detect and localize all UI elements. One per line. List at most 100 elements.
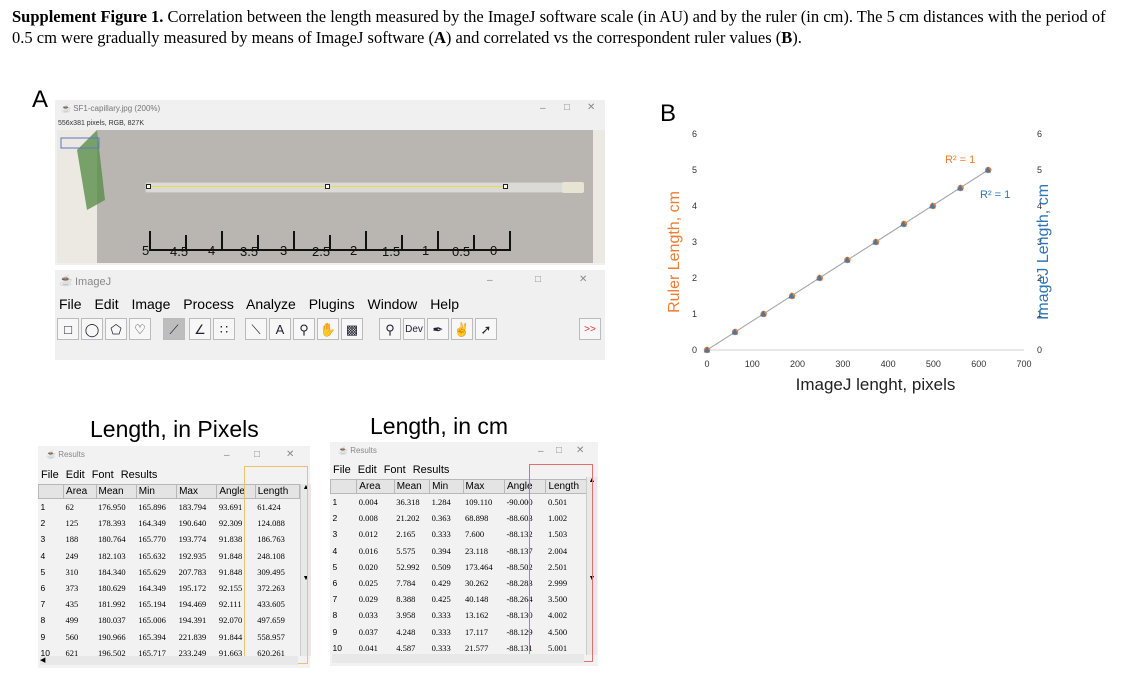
menu-process[interactable]: Process (183, 296, 234, 312)
table-cell: 1.503 (547, 529, 568, 540)
menu-image[interactable]: Image (131, 296, 171, 312)
menu-edit[interactable]: Edit (357, 464, 377, 476)
vertical-scrollbar[interactable]: ▲ ▼ (300, 484, 311, 656)
table-row[interactable]: 3 0.012 2.165 0.333 7.600 -88.132 1.503 (331, 526, 588, 542)
table-row[interactable]: 2 125 178.393 164.349 190.640 92.309 124.088 (39, 515, 300, 531)
x-axis-label: ImageJ lenght, pixels (796, 375, 956, 394)
horizontal-scrollbar[interactable]: ◀ (40, 656, 298, 665)
column-header[interactable]: Area (356, 479, 395, 494)
table-row[interactable]: 6 373 180.629 164.349 195.172 92.155 372.263 (39, 580, 300, 596)
table-row[interactable]: 8 0.033 3.958 0.333 13.162 -88.130 4.002 (331, 607, 588, 623)
table-row[interactable]: 4 0.016 5.575 0.394 23.118 -88.137 2.004 (331, 543, 588, 559)
arrow-tool-icon[interactable]: ➚ (475, 318, 497, 340)
caption-label: Supplement Figure 1. (12, 7, 164, 26)
menu-results[interactable]: Results (412, 464, 450, 476)
menu-font[interactable]: Font (383, 464, 406, 476)
rectangle-tool-icon[interactable]: □ (57, 318, 79, 340)
maximize-icon[interactable]: □ (556, 445, 563, 456)
line-handle-start[interactable] (146, 184, 151, 189)
menu-file[interactable]: File (333, 464, 351, 476)
table-cell: 0.041 (358, 642, 378, 653)
ruler-label: 2 (350, 243, 358, 258)
minimize-icon[interactable]: – (224, 450, 230, 461)
column-header[interactable]: Min (135, 484, 178, 499)
angle-tool-icon[interactable]: ∠ (189, 318, 211, 340)
close-icon[interactable]: ✕ (576, 445, 585, 456)
table-row[interactable]: 10 0.041 4.587 0.333 21.577 -88.131 5.001 (331, 640, 588, 656)
column-header[interactable]: Max (176, 484, 218, 499)
freehand-tool-icon[interactable]: ♡ (129, 318, 151, 340)
line-handle-end[interactable] (503, 184, 508, 189)
table-row[interactable]: 10 621 196.502 165.717 233.249 91.663 620.261 (39, 645, 300, 661)
column-header[interactable]: Length (545, 479, 588, 494)
color-picker-tool-icon[interactable]: ▩ (341, 318, 363, 340)
menu-results[interactable]: Results (120, 469, 158, 481)
maximize-icon[interactable]: □ (535, 274, 542, 285)
column-header[interactable]: Min (429, 479, 464, 494)
menu-file[interactable]: File (41, 469, 59, 481)
column-header[interactable]: Area (63, 484, 97, 499)
minimize-icon[interactable]: – (487, 275, 493, 286)
table-cell: 180.764 (98, 534, 126, 545)
column-header[interactable] (37, 484, 65, 499)
table-row[interactable]: 8 499 180.037 165.006 194.391 92.070 497.659 (39, 612, 300, 628)
table-row[interactable]: 1 62 176.950 165.896 183.794 93.691 61.424 (39, 499, 300, 516)
point-tool-icon[interactable]: ∷ (213, 318, 235, 340)
close-icon[interactable]: ✕ (579, 274, 588, 285)
table-cell: 435 (65, 599, 79, 610)
wand-tool-icon[interactable]: ⟍ (245, 318, 267, 340)
menu-plugins[interactable]: Plugins (308, 296, 355, 312)
menu-help[interactable]: Help (430, 296, 459, 312)
menu-edit[interactable]: Edit (65, 469, 85, 481)
table-row[interactable]: 3 188 180.764 165.770 193.774 91.838 186.763 (39, 531, 300, 547)
table-row[interactable]: 5 310 184.340 165.629 207.783 91.848 309.495 (39, 564, 300, 580)
table-row[interactable]: 4 249 182.103 165.632 192.935 91.848 248.108 (39, 548, 300, 564)
menu-file[interactable]: File (59, 296, 82, 312)
table-row[interactable]: 9 560 190.966 165.394 221.839 91.844 558.957 (39, 629, 300, 645)
table-cell: 0.501 (547, 497, 568, 508)
minimize-icon[interactable]: – (540, 103, 546, 114)
column-header[interactable]: Angle (503, 479, 547, 494)
menu-analyze[interactable]: Analyze (245, 296, 296, 312)
column-header[interactable]: Mean (95, 484, 137, 499)
caption-text-2: ) and correlated vs the correspondent ru… (445, 28, 782, 47)
oval-tool-icon[interactable]: ◯ (81, 318, 103, 340)
vertical-scrollbar[interactable]: ▲ ▼ (586, 477, 597, 655)
table-cell: 7.600 (465, 529, 485, 540)
table-row[interactable]: 6 0.025 7.784 0.429 30.262 -88.283 2.999 (331, 575, 588, 591)
more-tools-icon[interactable]: >> (579, 318, 601, 340)
column-header[interactable]: Max (462, 479, 505, 494)
text-tool-icon[interactable]: A (269, 318, 291, 340)
table-row[interactable]: 1 0.004 36.318 1.284 109.110 -90.000 0.501 (331, 494, 588, 511)
y-tick-label: 0 (692, 345, 697, 355)
column-header[interactable] (329, 479, 358, 494)
polygon-tool-icon[interactable]: ⬠ (105, 318, 127, 340)
close-icon[interactable]: ✕ (587, 102, 596, 113)
table-row[interactable]: 5 0.020 52.992 0.509 173.464 -88.502 2.501 (331, 559, 588, 575)
table-row[interactable]: 7 0.029 8.388 0.425 40.148 -88.264 3.500 (331, 591, 588, 607)
dropper-tool-icon[interactable]: ✌ (451, 318, 473, 340)
menu-window[interactable]: Window (367, 296, 418, 312)
table-cell: 558.957 (257, 631, 285, 642)
table-row[interactable]: 7 435 181.992 165.194 194.469 92.111 433.605 (39, 596, 300, 612)
maximize-icon[interactable]: □ (564, 102, 571, 113)
horizontal-scrollbar[interactable] (332, 654, 584, 663)
table-row[interactable]: 2 0.008 21.202 0.363 68.898 -88.603 1.002 (331, 510, 588, 526)
column-header[interactable]: Mean (393, 479, 431, 494)
menu-edit[interactable]: Edit (94, 296, 119, 312)
lut-tool-icon[interactable]: ⚲ (379, 318, 401, 340)
line-tool-icon[interactable]: ⟋ (163, 318, 185, 340)
maximize-icon[interactable]: □ (254, 449, 261, 460)
minimize-icon[interactable]: – (538, 446, 544, 457)
menu-font[interactable]: Font (91, 469, 114, 481)
brush-tool-icon[interactable]: ✒ (427, 318, 449, 340)
table-row[interactable]: 9 0.037 4.248 0.333 17.117 -88.129 4.500 (331, 624, 588, 640)
hand-tool-icon[interactable]: ✋ (317, 318, 339, 340)
close-icon[interactable]: ✕ (286, 449, 295, 460)
capillary-photo[interactable]: 5 4.5 4 3.5 3 2.5 2 1.5 1 0.5 0 (57, 130, 605, 263)
column-header[interactable]: Angle (216, 484, 256, 499)
dev-tool-icon[interactable]: Dev (403, 318, 425, 340)
magnifier-tool-icon[interactable]: ⚲ (293, 318, 315, 340)
line-handle-mid[interactable] (325, 184, 330, 189)
column-header[interactable]: Length (254, 484, 301, 499)
